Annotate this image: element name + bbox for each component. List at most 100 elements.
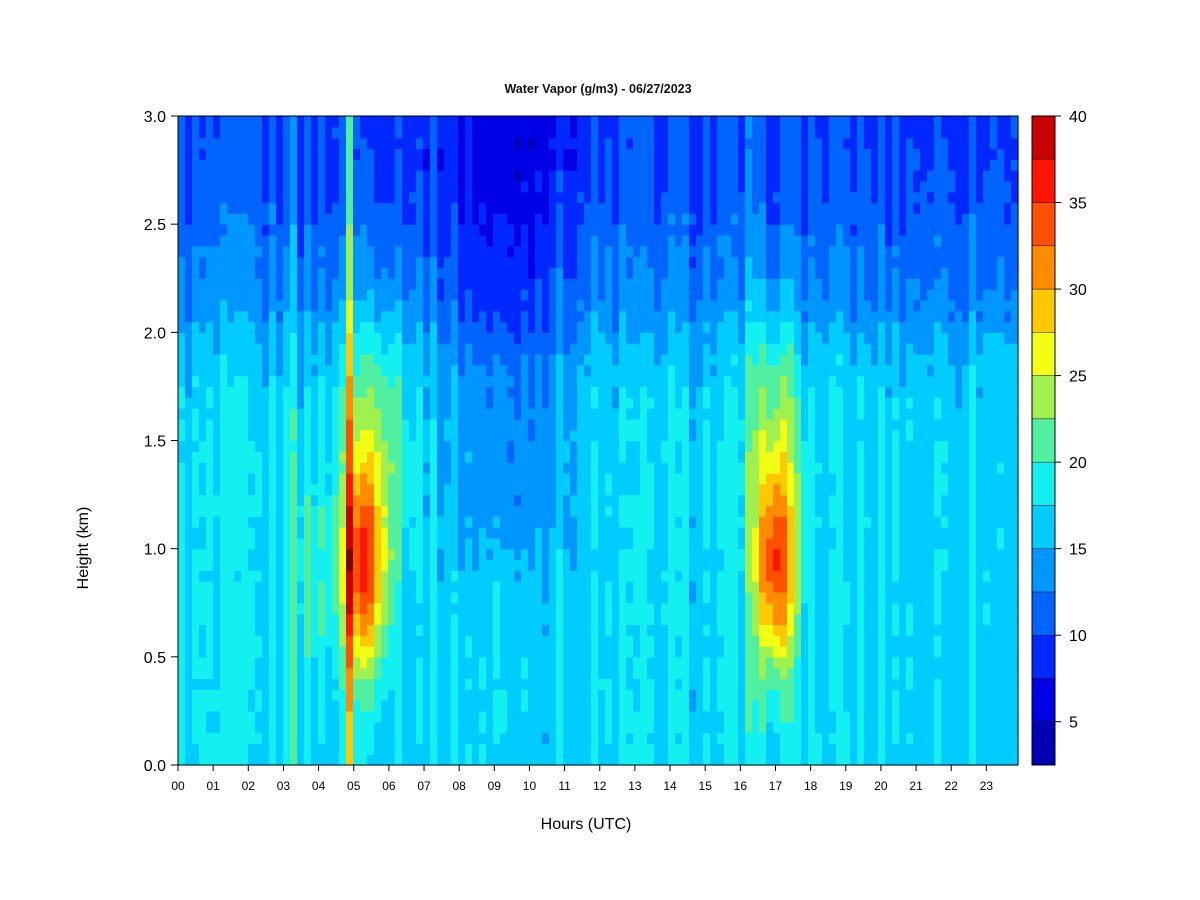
- heatmap-cell: [689, 591, 697, 604]
- heatmap-cell: [626, 689, 634, 701]
- heatmap-cell: [717, 440, 725, 452]
- heatmap-cell: [311, 559, 319, 571]
- heatmap-cell: [304, 624, 312, 636]
- heatmap-cell: [745, 451, 753, 463]
- heatmap-cell: [577, 462, 585, 474]
- heatmap-cell: [591, 516, 599, 528]
- heatmap-cell: [325, 364, 333, 377]
- heatmap-cell: [283, 137, 291, 150]
- heatmap-cell: [367, 494, 375, 506]
- heatmap-cell: [626, 299, 634, 312]
- heatmap-cell: [423, 548, 431, 561]
- heatmap-cell: [388, 635, 396, 647]
- heatmap-cell: [325, 245, 333, 258]
- heatmap-cell: [584, 591, 592, 604]
- heatmap-cell: [654, 278, 662, 290]
- heatmap-cell: [283, 278, 291, 290]
- heatmap-cell: [619, 148, 627, 160]
- heatmap-cell: [563, 613, 571, 625]
- heatmap-cell: [444, 462, 452, 474]
- heatmap-cell: [325, 213, 333, 225]
- heatmap-cell: [724, 310, 732, 323]
- heatmap-cell: [493, 462, 501, 474]
- heatmap-cell: [598, 689, 606, 701]
- heatmap-cell: [724, 678, 732, 690]
- heatmap-cell: [346, 343, 354, 355]
- heatmap-cell: [486, 635, 494, 647]
- heatmap-cell: [255, 624, 263, 636]
- heatmap-cell: [612, 494, 620, 506]
- heatmap-cell: [710, 397, 718, 409]
- heatmap-cell: [647, 397, 655, 409]
- heatmap-cell: [437, 289, 445, 301]
- heatmap-cell: [290, 364, 298, 377]
- heatmap-cell: [675, 343, 683, 355]
- heatmap-cell: [269, 602, 277, 615]
- heatmap-cell: [633, 505, 641, 517]
- heatmap-cell: [360, 667, 368, 680]
- heatmap-cell: [311, 170, 319, 182]
- heatmap-cell: [591, 602, 599, 615]
- heatmap-cell: [290, 635, 298, 647]
- heatmap-cell: [255, 137, 263, 150]
- heatmap-cell: [346, 754, 354, 766]
- heatmap-cell: [234, 278, 242, 290]
- heatmap-cell: [269, 332, 277, 344]
- heatmap-cell: [199, 667, 207, 680]
- heatmap-cell: [752, 159, 760, 171]
- heatmap-cell: [234, 191, 242, 204]
- heatmap-cell: [500, 332, 508, 344]
- heatmap-cell: [451, 213, 459, 225]
- heatmap-cell: [703, 126, 711, 139]
- heatmap-cell: [570, 656, 578, 669]
- heatmap-cell: [710, 278, 718, 290]
- heatmap-cell: [745, 429, 753, 442]
- heatmap-cell: [367, 516, 375, 528]
- heatmap-cell: [745, 245, 753, 258]
- heatmap-cell: [199, 256, 207, 269]
- heatmap-cell: [591, 267, 599, 279]
- heatmap-cell: [675, 537, 683, 550]
- heatmap-cell: [206, 505, 214, 517]
- heatmap-cell: [682, 472, 690, 485]
- heatmap-cell: [262, 278, 270, 290]
- heatmap-cell: [500, 289, 508, 301]
- heatmap-cell: [570, 267, 578, 279]
- heatmap-cell: [276, 343, 284, 355]
- heatmap-cell: [339, 516, 347, 528]
- heatmap-cell: [640, 375, 648, 388]
- heatmap-cell: [542, 527, 550, 539]
- heatmap-cell: [409, 516, 417, 528]
- heatmap-cell: [353, 299, 361, 312]
- heatmap-cell: [472, 472, 480, 485]
- heatmap-cell: [402, 116, 410, 128]
- heatmap-cell: [220, 483, 228, 496]
- heatmap-cell: [738, 353, 746, 366]
- heatmap-cell: [724, 472, 732, 485]
- heatmap-cell: [696, 375, 704, 388]
- heatmap-cell: [563, 710, 571, 723]
- heatmap-cell: [731, 678, 739, 690]
- heatmap-cell: [388, 191, 396, 204]
- heatmap-cell: [535, 581, 543, 593]
- heatmap-cell: [654, 483, 662, 496]
- heatmap-cell: [332, 364, 340, 377]
- heatmap-cell: [395, 591, 403, 604]
- heatmap-cell: [318, 278, 326, 290]
- heatmap-cell: [493, 732, 501, 744]
- heatmap-cell: [269, 375, 277, 388]
- heatmap-cell: [206, 591, 214, 604]
- heatmap-cell: [633, 159, 641, 171]
- heatmap-cell: [269, 256, 277, 269]
- heatmap-cell: [486, 483, 494, 496]
- heatmap-cell: [395, 635, 403, 647]
- heatmap-cell: [668, 451, 676, 463]
- heatmap-cell: [528, 429, 536, 442]
- heatmap-cell: [689, 386, 697, 398]
- heatmap-cell: [479, 386, 487, 398]
- heatmap-cell: [234, 397, 242, 409]
- heatmap-cell: [577, 397, 585, 409]
- heatmap-cell: [437, 116, 445, 128]
- heatmap-cell: [710, 516, 718, 528]
- heatmap-cell: [430, 581, 438, 593]
